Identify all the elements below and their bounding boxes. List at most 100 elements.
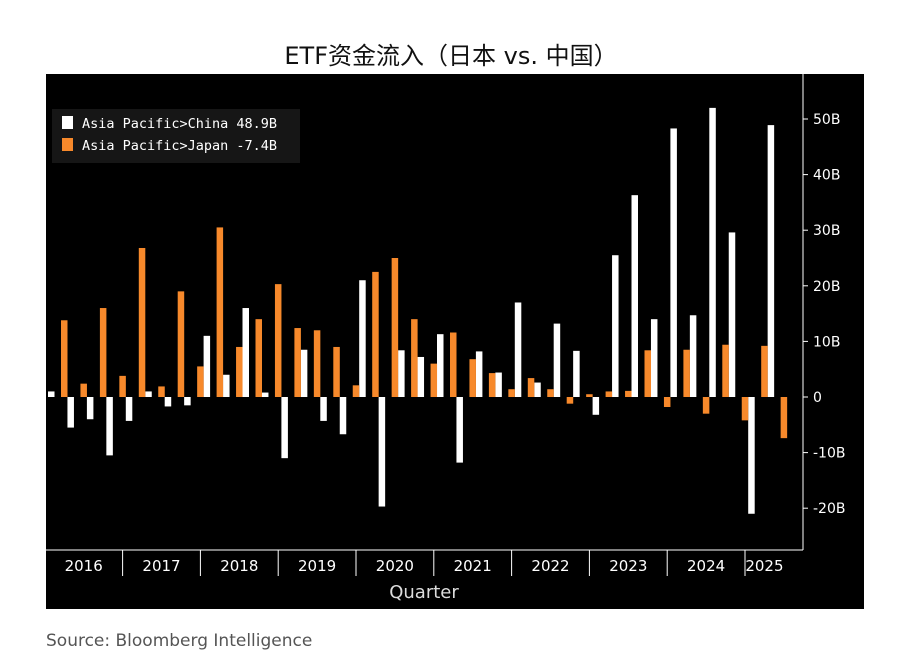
japan-bar-31	[644, 350, 651, 397]
china-bar-27	[553, 323, 561, 397]
china-bar-14	[300, 349, 308, 397]
china-bar-1	[48, 391, 55, 397]
china-bar-22	[456, 397, 463, 463]
china-bar-36	[728, 232, 736, 397]
x-axis-label: Quarter	[389, 582, 459, 603]
legend-swatch-1	[62, 116, 73, 129]
japan-bar-6	[158, 386, 165, 397]
china-bar-17	[359, 280, 366, 397]
japan-bar-32	[663, 397, 671, 408]
japan-bar-2	[80, 383, 87, 397]
chart-panel: -20B -10B 0 10B 20B 30B 40B 50B 2016 2017 2018 201…	[46, 74, 864, 609]
china-bar-38	[767, 125, 775, 397]
china-bar-23	[475, 351, 483, 397]
japan-bar-8	[197, 366, 204, 397]
china-bar-10	[223, 374, 230, 397]
japan-bar-26	[547, 389, 554, 397]
china-bar-18	[378, 397, 386, 507]
y-tick-label: 20B	[813, 279, 840, 295]
x-tick-label-2023: 2023	[609, 557, 647, 575]
china-bar-12	[261, 392, 269, 397]
y-tick-label: 50B	[813, 112, 840, 128]
china-bar-11	[242, 308, 249, 397]
china-bar-21	[437, 334, 444, 397]
japan-bar-28	[586, 394, 593, 397]
y-tick-label: 40B	[813, 168, 840, 184]
china-bar-7	[164, 397, 172, 407]
japan-bar-21	[450, 332, 457, 397]
y-tick-label: -20B	[813, 501, 845, 517]
legend-entry-1: Asia Pacific>China 48.9B	[82, 116, 277, 132]
japan-bar-27	[566, 397, 574, 404]
y-tick-label: 10B	[813, 334, 840, 350]
china-bar-25	[514, 302, 522, 397]
japan-bar-22	[469, 359, 476, 397]
y-tick-label: 30B	[813, 223, 840, 239]
source-note: Source: Bloomberg Intelligence	[46, 631, 313, 651]
japan-bar-16	[352, 385, 360, 397]
china-bar-26	[534, 382, 541, 397]
japan-bar-23	[488, 373, 496, 397]
japan-bar-30	[625, 390, 632, 397]
japan-bar-37	[761, 345, 768, 397]
legend-box	[52, 109, 300, 163]
x-tick-label-2018: 2018	[220, 557, 258, 575]
japan-bar-34	[702, 397, 710, 414]
japan-bar-18	[391, 258, 399, 397]
japan-bar-9	[216, 227, 224, 397]
x-tick-label-2025: 2025	[745, 557, 783, 575]
china-bar-24	[495, 372, 502, 397]
x-tick-label-2024: 2024	[687, 557, 725, 575]
japan-bar-11	[255, 319, 262, 397]
x-tick-label-2022: 2022	[531, 557, 569, 575]
japan-bar-35	[722, 344, 729, 397]
japan-bar-1	[61, 320, 68, 397]
japan-bar-19	[411, 319, 418, 397]
china-bar-28	[573, 350, 580, 397]
china-bar-19	[398, 350, 405, 397]
japan-bar-4	[119, 375, 126, 397]
china-bar-29	[592, 397, 600, 415]
china-bar-2	[67, 397, 74, 428]
china-bar-20	[417, 356, 425, 397]
japan-bar-38	[780, 397, 788, 439]
china-bar-33	[670, 128, 677, 397]
legend-entry-2: Asia Pacific>Japan -7.4B	[82, 138, 277, 154]
china-bar-13	[281, 397, 288, 459]
china-bar-9	[203, 335, 211, 397]
japan-bar-17	[372, 271, 379, 397]
japan-bar-25	[527, 378, 535, 397]
china-bar-30	[612, 255, 619, 397]
china-bar-32	[650, 319, 658, 397]
legend: Asia Pacific>China 48.9B Asia Pacific>Jap…	[52, 109, 300, 163]
japan-bar-7	[177, 291, 185, 397]
japan-bar-33	[683, 349, 690, 397]
china-bar-4	[106, 397, 113, 456]
china-bar-3	[86, 397, 94, 420]
y-axis: -20B -10B 0 10B 20B 30B 40B 50B	[802, 74, 845, 550]
china-bar-34	[689, 315, 697, 397]
japan-bar-15	[333, 346, 340, 397]
x-tick-label-2021: 2021	[454, 557, 492, 575]
y-tick-label: -10B	[813, 446, 845, 462]
x-tick-label-2020: 2020	[376, 557, 414, 575]
japan-bar-12	[274, 284, 282, 397]
china-bar-35	[709, 107, 716, 397]
japan-bar-13	[294, 328, 301, 397]
japan-bar-24	[508, 389, 515, 397]
japan-bar-14	[313, 330, 321, 397]
x-tick-label-2017: 2017	[142, 557, 180, 575]
china-bar-5	[125, 397, 133, 421]
bars-group	[48, 107, 788, 514]
x-tick-label-2016: 2016	[65, 557, 103, 575]
chart-title: ETF资金流入（日本 vs. 中国）	[284, 42, 618, 70]
china-bar-6	[145, 391, 152, 397]
china-bar-8	[184, 397, 191, 406]
legend-swatch-2	[62, 138, 73, 151]
japan-bar-10	[236, 346, 243, 397]
japan-bar-29	[605, 391, 613, 397]
china-bar-37	[748, 397, 755, 514]
china-bar-31	[631, 195, 638, 397]
y-tick-label: 0	[813, 390, 822, 406]
